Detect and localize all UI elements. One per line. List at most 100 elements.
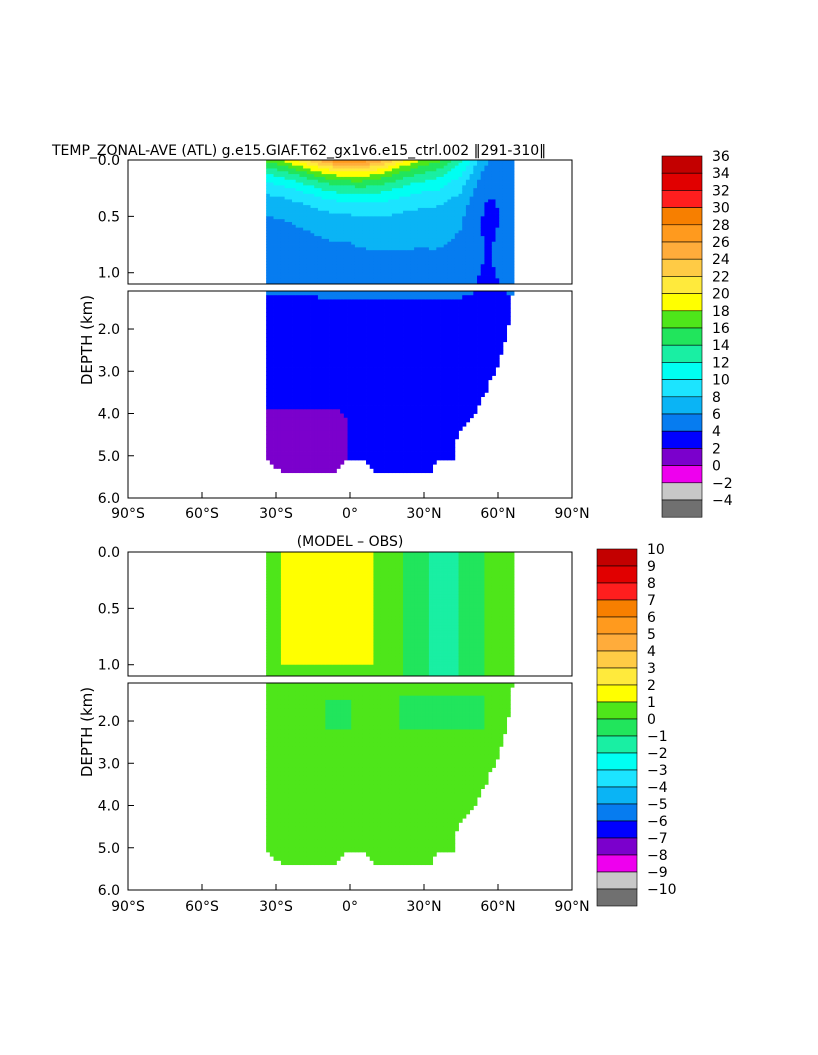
field-cell [366, 421, 371, 427]
field-cell [428, 258, 434, 262]
field-cell [432, 379, 437, 385]
field-cell [340, 367, 345, 372]
field-cell [506, 233, 511, 237]
field-cell [329, 388, 334, 393]
field-cell [354, 358, 360, 364]
field-cell [414, 255, 419, 260]
field-cell [428, 210, 434, 214]
field-cell [317, 329, 323, 334]
field-cell [380, 354, 385, 359]
field-cell [465, 168, 471, 172]
field-cell [380, 241, 385, 245]
field-cell [377, 213, 382, 217]
field-cell [425, 275, 430, 279]
field-cell [377, 333, 382, 338]
field-cell [417, 250, 422, 254]
field-cell [440, 434, 445, 440]
field-cell [273, 451, 278, 457]
field-cell [288, 358, 293, 364]
field-cell [406, 358, 411, 364]
field-cell [380, 222, 385, 226]
field-cell [440, 367, 445, 372]
field-cell [377, 193, 382, 198]
field-cell [269, 281, 274, 284]
field-cell [295, 443, 300, 448]
field-cell [421, 162, 426, 167]
field-cell [340, 199, 345, 203]
field-cell [436, 171, 441, 175]
field-cell [406, 417, 411, 423]
field-cell [373, 341, 378, 347]
field-cell [317, 438, 323, 444]
field-cell [488, 160, 493, 164]
field-cell [266, 244, 271, 248]
field-cell [421, 238, 426, 243]
field-cell [306, 396, 311, 402]
field-cell [488, 199, 493, 203]
field-cell [417, 417, 422, 423]
field-cell [366, 443, 371, 448]
field-cell [440, 230, 445, 234]
field-cell [310, 176, 315, 181]
field-cell [384, 307, 389, 313]
field-cell [403, 341, 408, 347]
field-cell [377, 250, 382, 254]
field-cell [280, 247, 286, 251]
field-cell [284, 307, 289, 313]
field-cell [266, 354, 271, 359]
field-cell [395, 396, 400, 402]
field-cell [399, 345, 404, 351]
field-cell [506, 185, 511, 189]
field-cell [406, 244, 411, 248]
field-cell [428, 443, 434, 448]
field-cell [299, 426, 304, 431]
field-cell [273, 299, 278, 305]
field-cell [288, 236, 293, 240]
field-cell [325, 269, 330, 274]
field-cell [321, 400, 326, 406]
field-cell [406, 227, 411, 231]
field-cell [317, 176, 323, 181]
field-cell [310, 275, 315, 279]
field-cell [391, 233, 397, 237]
field-cell [266, 421, 271, 427]
field-cell [399, 207, 404, 212]
field-cell [388, 367, 393, 372]
field-cell [465, 188, 471, 192]
field-cell [295, 459, 300, 465]
field-cell [321, 409, 326, 414]
field-cell [351, 202, 356, 206]
field-cell [280, 278, 286, 282]
field-cell [366, 250, 371, 254]
field-cell [502, 278, 508, 282]
field-cell [332, 358, 337, 364]
field-cell [410, 267, 415, 271]
field-cell [406, 207, 411, 212]
field-cell [299, 379, 304, 385]
field-cell [436, 199, 441, 203]
field-cell [369, 295, 374, 300]
field-cell [288, 417, 293, 423]
field-cell [377, 405, 382, 410]
field-cell [510, 275, 515, 279]
field-cell [288, 179, 293, 183]
field-cell [373, 191, 378, 195]
field-cell [395, 367, 400, 372]
field-cell [499, 253, 504, 257]
field-cell [284, 409, 289, 414]
field-cell [288, 216, 293, 220]
field-cell [440, 455, 445, 461]
field-cell [380, 434, 385, 440]
field-cell [443, 244, 448, 248]
field-cell [266, 367, 271, 372]
field-cell [273, 320, 278, 326]
field-cell [299, 278, 304, 282]
field-cell [473, 230, 478, 234]
field-cell [391, 438, 397, 444]
field-cell [399, 182, 404, 186]
field-cell [266, 165, 271, 169]
field-cell [295, 261, 300, 265]
field-cell [380, 333, 385, 338]
field-cell [436, 307, 441, 313]
field-cell [388, 324, 393, 330]
